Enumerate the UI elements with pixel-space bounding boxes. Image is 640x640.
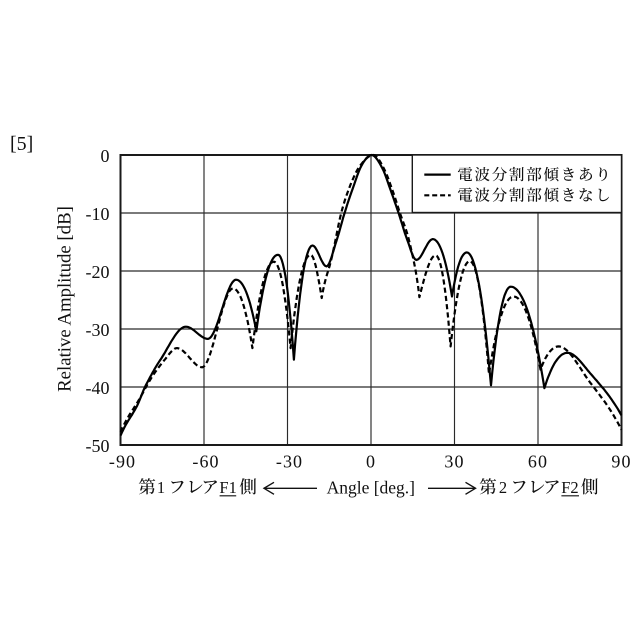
svg-text:-10: -10 bbox=[86, 204, 110, 224]
svg-text:-90: -90 bbox=[109, 452, 136, 472]
svg-text:30: 30 bbox=[444, 452, 464, 472]
svg-text:-60: -60 bbox=[192, 452, 219, 472]
svg-text:90: 90 bbox=[611, 452, 631, 472]
svg-text:0: 0 bbox=[366, 452, 376, 472]
svg-text:-20: -20 bbox=[86, 262, 110, 282]
svg-text:F2: F2 bbox=[561, 478, 578, 497]
svg-text:1: 1 bbox=[157, 478, 165, 497]
svg-text:-40: -40 bbox=[86, 378, 110, 398]
svg-text:-50: -50 bbox=[86, 436, 110, 456]
svg-text:Relative Amplitude [dB]: Relative Amplitude [dB] bbox=[55, 206, 76, 392]
svg-text:F1: F1 bbox=[219, 478, 236, 497]
svg-text:0: 0 bbox=[101, 146, 110, 166]
svg-text:[5]: [5] bbox=[10, 133, 33, 155]
svg-text:Angle [deg.]: Angle [deg.] bbox=[327, 478, 415, 498]
svg-text:2: 2 bbox=[499, 478, 507, 497]
svg-text:-30: -30 bbox=[276, 452, 303, 472]
svg-text:-30: -30 bbox=[86, 320, 110, 340]
svg-text:60: 60 bbox=[528, 452, 548, 472]
